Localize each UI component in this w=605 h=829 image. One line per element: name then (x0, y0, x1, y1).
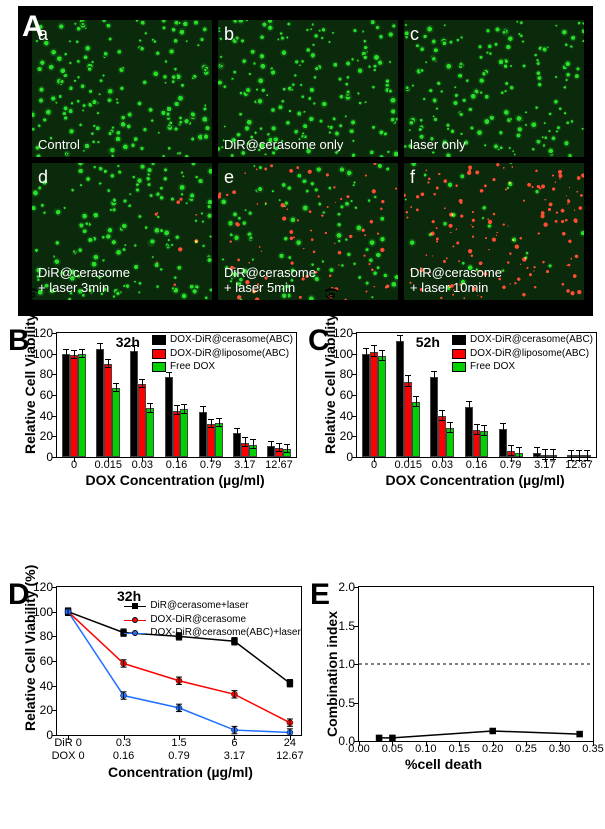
bar (465, 407, 473, 457)
micrograph-e: e DiR@cerasome+ laser 5min (218, 163, 398, 300)
micrograph-a: aControl (32, 20, 212, 157)
micrograph-label: DiR@cerasome+ laser 10min (410, 266, 502, 296)
micrograph-grid: aControl b DiR@cerasome only c laser only d Di… (32, 20, 584, 300)
bar (396, 341, 404, 457)
micrograph-label: Control (38, 138, 80, 153)
bar (112, 388, 120, 457)
panel-a-container: aControl b DiR@cerasome only c laser only d Di… (18, 6, 593, 316)
micrograph-sub-letter: d (38, 167, 48, 188)
chart-legend: DOX-DiR@cerasome(ABC)DOX-DiR@liposome(AB… (452, 334, 593, 375)
bar (78, 354, 86, 457)
bar (412, 402, 420, 457)
bar (430, 377, 438, 457)
micrograph-label: DiR@cerasome+ laser 5min (224, 266, 316, 296)
micrograph-d: d DiR@cerasome+ laser 3min (32, 163, 212, 300)
bar (404, 382, 412, 457)
micrograph-c: c laser only (404, 20, 584, 157)
chart-title: 52h (416, 334, 440, 350)
micrograph-label: DiR@cerasome only (224, 138, 343, 153)
panel-letter: E (310, 578, 330, 612)
micrograph-label: laser only (410, 138, 466, 153)
micrograph-f: f DiR@cerasome+ laser 10min (404, 163, 584, 300)
bar (165, 377, 173, 457)
micrograph-sub-letter: c (410, 24, 419, 45)
micrograph-label: DiR@cerasome+ laser 3min (38, 266, 130, 296)
bar (70, 355, 78, 457)
bar (146, 408, 154, 457)
micrograph-sub-letter: b (224, 24, 234, 45)
panel-b-chart: B02040608010012000.0150.030.160.793.1712… (8, 326, 303, 496)
chart-legend: DiR@cerasome+laserDOX-DiR@cerasomeDOX-Di… (124, 600, 300, 641)
chart-legend: DOX-DiR@cerasome(ABC)DOX-DiR@liposome(AB… (152, 334, 293, 375)
bar (62, 354, 70, 457)
panel-a-letter: A (22, 10, 44, 44)
panel-e-chart: E0.00.51.01.52.00.000.050.100.150.200.25… (310, 580, 600, 780)
bar (173, 411, 181, 458)
panel-d-chart: D020406080100120DiR 0DOX 00.30.161.50.79… (8, 580, 308, 790)
bar (370, 352, 378, 457)
panel-c-chart: C02040608010012000.0150.030.160.793.1712… (308, 326, 603, 496)
bar (180, 409, 188, 457)
bar (96, 349, 104, 458)
bar (362, 354, 370, 457)
micrograph-sub-letter: f (410, 167, 415, 188)
micrograph-b: b DiR@cerasome only (218, 20, 398, 157)
micrograph-sub-letter: e (224, 167, 234, 188)
bar (104, 364, 112, 457)
chart-title: 32h (116, 334, 140, 350)
bar (215, 423, 223, 457)
bar (199, 412, 207, 457)
bar (130, 351, 138, 457)
bar (207, 424, 215, 457)
bar (138, 384, 146, 457)
bar (438, 416, 446, 457)
bar (378, 356, 386, 457)
